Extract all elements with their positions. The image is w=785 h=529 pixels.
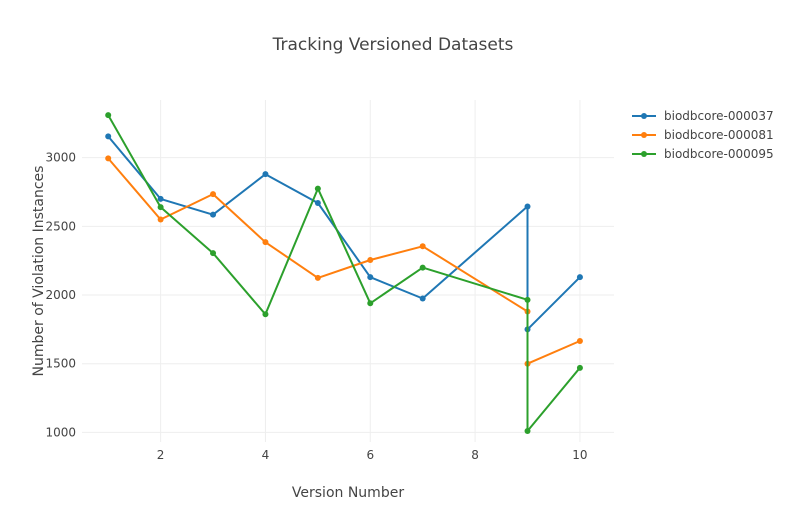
legend-swatch-marker — [641, 151, 647, 157]
data-point — [576, 274, 583, 281]
gridlines — [82, 100, 614, 442]
data-point — [367, 274, 374, 281]
x-axis-title: Version Number — [292, 485, 404, 501]
y-tick-label: 1500 — [45, 357, 76, 371]
legend-swatch-marker — [641, 113, 647, 119]
data-point — [367, 257, 374, 264]
data-point — [314, 185, 321, 192]
data-point — [105, 155, 112, 162]
data-point — [524, 296, 531, 303]
x-tick-label: 8 — [471, 448, 479, 462]
legend-label: biodbcore-000037 — [664, 109, 774, 123]
data-point — [314, 200, 321, 207]
data-point — [314, 274, 321, 281]
data-point — [157, 216, 164, 223]
y-axis-title: Number of Violation Instances — [31, 166, 47, 377]
data-point — [419, 264, 426, 271]
data-point — [419, 295, 426, 302]
data-point — [262, 311, 269, 318]
y-tick-label: 2000 — [45, 288, 76, 302]
data-point — [210, 191, 217, 198]
tick-labels: 1000 1500 2000 2500 3000 2 4 6 8 10 — [45, 151, 587, 462]
data-point — [210, 250, 217, 257]
x-tick-label: 10 — [572, 448, 587, 462]
series-biodbcore-000081 — [105, 155, 583, 367]
legend: biodbcore-000037 biodbcore-000081 biodbcor… — [632, 109, 774, 161]
y-tick-label: 2500 — [45, 219, 76, 233]
data-point — [576, 364, 583, 371]
data-point — [419, 243, 426, 250]
data-point — [105, 133, 112, 140]
data-point — [262, 239, 269, 246]
data-point — [524, 428, 531, 435]
legend-item: biodbcore-000081 — [632, 128, 774, 142]
data-point — [105, 112, 112, 119]
data-point — [367, 300, 374, 307]
series-biodbcore-000095 — [105, 112, 583, 435]
x-tick-label: 6 — [366, 448, 374, 462]
series-line — [107, 157, 581, 365]
series-group — [105, 112, 583, 435]
legend-label: biodbcore-000081 — [664, 128, 774, 142]
y-tick-label: 1000 — [45, 425, 76, 439]
legend-item: biodbcore-000095 — [632, 147, 774, 161]
data-point — [210, 211, 217, 218]
data-point — [262, 171, 269, 178]
x-tick-label: 2 — [157, 448, 165, 462]
legend-item: biodbcore-000037 — [632, 109, 774, 123]
data-point — [157, 195, 164, 202]
legend-label: biodbcore-000095 — [664, 147, 774, 161]
x-tick-label: 4 — [262, 448, 270, 462]
chart-title: Tracking Versioned Datasets — [272, 35, 514, 55]
data-point — [524, 203, 531, 210]
legend-swatch-marker — [641, 132, 647, 138]
series-line — [107, 114, 581, 432]
y-tick-label: 3000 — [45, 151, 76, 165]
data-point — [576, 338, 583, 345]
data-point — [157, 204, 164, 211]
